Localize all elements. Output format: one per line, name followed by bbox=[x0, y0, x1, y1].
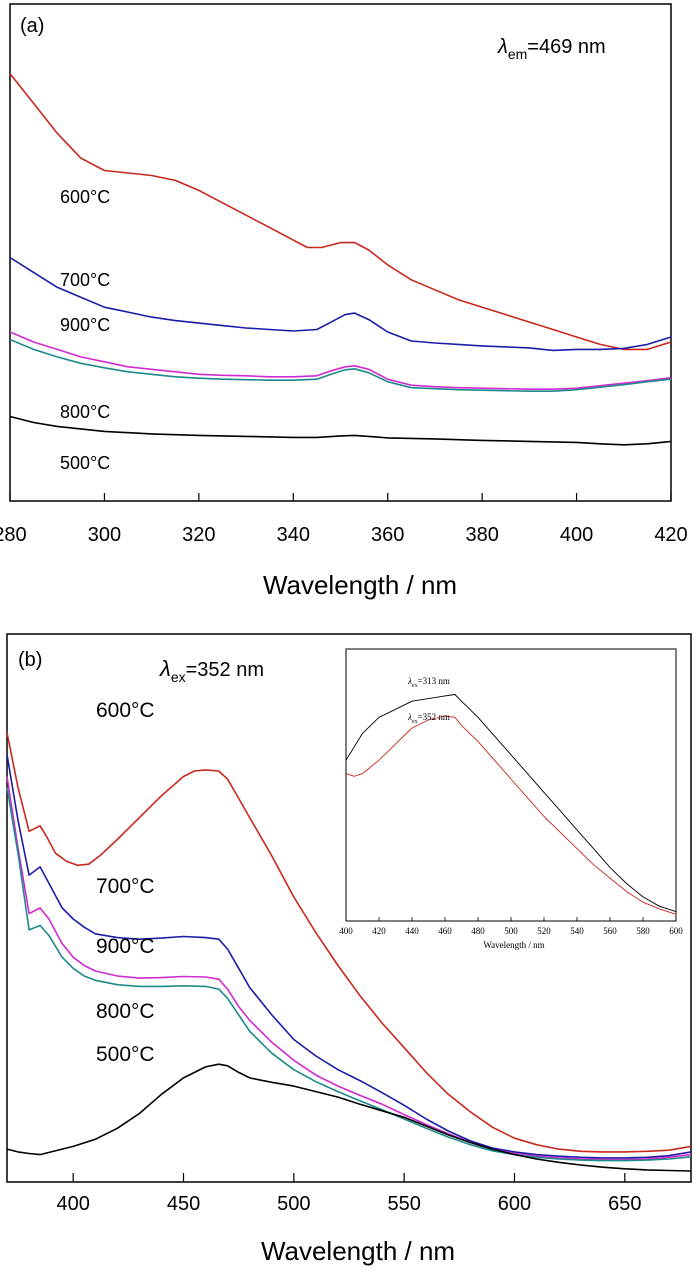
inset-x-tick-label-420: 420 bbox=[372, 926, 386, 936]
panel-b-series-label-900C: 900°C bbox=[96, 935, 155, 958]
panel-a-x-tick-label-380: 380 bbox=[465, 524, 498, 546]
panel-b-series-lines bbox=[6, 732, 692, 1172]
inset-annotation-313: λex=313 nm bbox=[407, 676, 450, 689]
panel-b-x-tick-label-650: 650 bbox=[608, 1193, 641, 1215]
inset-x-ticks: 400 420 440 460 480 500 520 540 560 580 600 bbox=[339, 917, 683, 936]
panel-a-x-tick-label-400: 400 bbox=[560, 524, 593, 546]
panel-a-annotation: λem=469 nm bbox=[497, 36, 606, 62]
inset-plot-frame bbox=[345, 648, 677, 922]
panel-a-series-label-600C: 600°C bbox=[60, 187, 110, 207]
panel-b-series-labels: 600°C 700°C 900°C 800°C 500°C bbox=[96, 699, 155, 1066]
inset-x-tick-label-580: 580 bbox=[636, 926, 650, 936]
inset-series-line-1 bbox=[345, 694, 677, 913]
panel-b-x-tick-label-550: 550 bbox=[387, 1193, 420, 1215]
panel-a-label: (a) bbox=[20, 15, 44, 37]
panel-b-x-axis-title: Wavelength / nm bbox=[261, 1236, 455, 1266]
panel-a-x-tick-label-300: 300 bbox=[88, 524, 121, 546]
panel-a-x-axis-title: Wavelength / nm bbox=[263, 570, 457, 600]
panel-a-series-labels: 600°C 700°C 900°C 800°C 500°C bbox=[60, 187, 110, 473]
inset-x-tick-label-440: 440 bbox=[405, 926, 419, 936]
panel-a-x-tick-label-360: 360 bbox=[371, 524, 404, 546]
panel-a-series-line-500C bbox=[9, 415, 672, 446]
inset-series-lines bbox=[345, 694, 677, 915]
panel-b-plot-frame bbox=[6, 633, 692, 1183]
panel-a-series-line-900C bbox=[9, 331, 672, 390]
inset-x-tick-label-400: 400 bbox=[339, 926, 353, 936]
panel-a-series-line-600C bbox=[9, 73, 672, 351]
panel-a-x-tick-label-420: 420 bbox=[654, 524, 687, 546]
inset-x-tick-label-560: 560 bbox=[603, 926, 617, 936]
panel-b-series-label-700C: 700°C bbox=[96, 875, 155, 898]
inset-x-tick-label-600: 600 bbox=[669, 926, 683, 936]
panel-a-plot-frame bbox=[9, 3, 672, 502]
panel-b-x-tick-label-500: 500 bbox=[277, 1193, 310, 1215]
panel-a-x-tick-label-280: 280 bbox=[0, 524, 27, 546]
panel-a-series-label-900C: 900°C bbox=[60, 315, 110, 335]
panel-b-series-line-900C bbox=[6, 776, 692, 1161]
panel-b-x-tick-label-450: 450 bbox=[167, 1193, 200, 1215]
inset-x-tick-label-520: 520 bbox=[537, 926, 551, 936]
panel-a-x-ticks: 280 300 320 340 360 380 400 420 bbox=[0, 493, 688, 546]
inset-x-tick-label-500: 500 bbox=[504, 926, 518, 936]
panel-b-series-line-700C bbox=[6, 754, 692, 1159]
panel-a-series-lines bbox=[9, 73, 672, 446]
panel-a-series-label-800C: 800°C bbox=[60, 402, 110, 422]
inset-x-tick-label-460: 460 bbox=[438, 926, 452, 936]
panel-a-series-line-800C bbox=[9, 338, 672, 392]
panel-b-x-tick-label-600: 600 bbox=[498, 1193, 531, 1215]
panel-a-x-tick-label-320: 320 bbox=[182, 524, 215, 546]
panel-b-series-label-600C: 600°C bbox=[96, 699, 155, 722]
panel-a-series-label-500C: 500°C bbox=[60, 453, 110, 473]
inset-x-tick-label-480: 480 bbox=[471, 926, 485, 936]
panel-a-chart: 280300320340360380400420 (a) λem=469 nm … bbox=[0, 3, 688, 600]
panel-a-series-line-700C bbox=[9, 256, 672, 352]
panel-b-label: (b) bbox=[18, 649, 42, 671]
panel-b-series-line-500C bbox=[6, 1063, 692, 1172]
panel-b-x-ticks: 400 450 500 550 600 650 bbox=[57, 1173, 641, 1215]
panel-b-chart: 400 450 500 550 600 650 (b) λex=352 nm 600°C 7… bbox=[6, 633, 692, 1266]
panel-b-x-tick-label-400: 400 bbox=[57, 1193, 90, 1215]
panel-b-series-label-800C: 800°C bbox=[96, 1000, 155, 1023]
panel-b-series-line-800C bbox=[6, 787, 692, 1162]
panel-b-inset-chart: 400 420 440 460 480 500 520 540 560 580 600 λex=31… bbox=[339, 648, 683, 950]
inset-x-axis-title: Wavelength / nm bbox=[483, 940, 544, 950]
inset-annotation-352: λex=352 nm bbox=[407, 712, 450, 725]
inset-series-line-2 bbox=[345, 715, 677, 915]
panel-a-series-label-700C: 700°C bbox=[60, 270, 110, 290]
panel-b-series-label-500C: 500°C bbox=[96, 1043, 155, 1066]
panel-a-x-tick-label-340: 340 bbox=[277, 524, 310, 546]
panel-b-annotation: λex=352 nm bbox=[159, 656, 264, 685]
inset-x-tick-label-540: 540 bbox=[570, 926, 584, 936]
panel-b-series-line-600C bbox=[6, 732, 692, 1153]
